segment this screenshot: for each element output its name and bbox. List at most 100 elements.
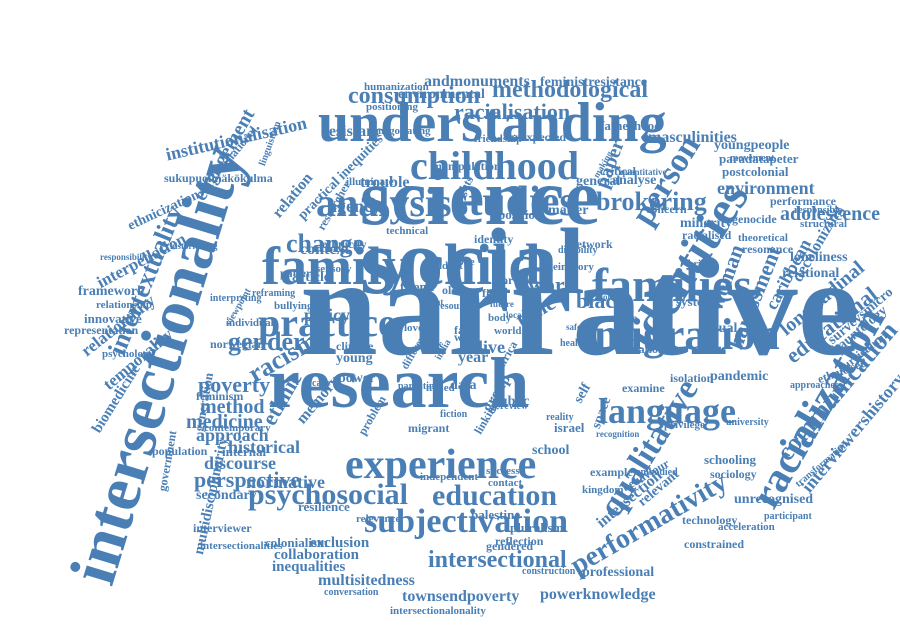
word-approach: approach	[196, 424, 269, 445]
word-professional: professional	[582, 564, 655, 580]
word-responsible: responsible	[794, 205, 843, 216]
word-family: family	[262, 235, 409, 296]
word-change: change	[286, 229, 364, 259]
word-work: work	[528, 272, 577, 298]
word-understanding: understanding	[318, 92, 667, 155]
word-brokering: brokering	[596, 187, 707, 217]
word-network: network	[570, 237, 613, 252]
word-intersectional: intersectional	[428, 546, 567, 573]
word-story: story	[570, 261, 594, 274]
word-bullying: bullying	[274, 300, 313, 313]
word-data: data	[450, 377, 477, 393]
word-feminism: feminism	[196, 389, 244, 404]
word-townsendpoverty: townsendpoverty	[402, 588, 520, 606]
word-field: field	[482, 286, 505, 301]
word-intersectionalonality: intersectionalonality	[390, 605, 486, 618]
word-pluralism: pluralism	[510, 519, 564, 535]
word-intersectionalities: intersectionalities	[200, 540, 283, 553]
word-student: student	[428, 260, 463, 273]
word-genocide: genocide	[732, 212, 777, 227]
word-innovative: innovative	[84, 310, 142, 326]
word-safety: safety	[566, 321, 589, 332]
word-acceleration: acceleration	[718, 521, 775, 534]
word-location: location	[506, 309, 537, 320]
word-science: science	[360, 154, 600, 242]
word-postcolonial: postcolonial	[722, 163, 789, 179]
word-interviewer: interviewer	[193, 521, 252, 536]
word-general: general	[576, 173, 621, 189]
word-disability: disability	[558, 245, 598, 256]
word-recognition: recognition	[596, 428, 640, 439]
word-collaboration: collaboration	[274, 547, 359, 563]
word-reality: reality	[546, 412, 574, 423]
word-body: body	[488, 312, 512, 325]
word-representation: representation	[64, 323, 139, 338]
word-families: families	[592, 258, 752, 312]
word-reframing: reframing	[252, 288, 296, 299]
word-racialisation: racialisation	[454, 99, 571, 125]
word-schooling: schooling	[704, 451, 757, 467]
word-friend: friend	[400, 278, 434, 294]
word-gender: gender	[228, 327, 305, 357]
word-positioning: positioning	[366, 101, 418, 114]
word-constrained: constrained	[684, 537, 744, 552]
word-example: example	[590, 465, 633, 480]
word-service: service	[602, 311, 638, 326]
word-matter: matter	[548, 202, 589, 218]
word-power: power	[338, 370, 376, 386]
word-secondary: secondary	[196, 487, 257, 503]
word-independent: independent	[420, 471, 479, 484]
word-theoretical: theoretical	[738, 232, 788, 245]
word-year: year	[458, 349, 489, 367]
word-risk: risk	[424, 338, 443, 351]
word-illuminate: illuminate	[346, 176, 394, 189]
word-poverty: poverty	[198, 372, 271, 398]
word-threat: threat	[420, 296, 444, 307]
word-child: child	[418, 231, 541, 297]
word-environmental: environmental	[398, 86, 485, 102]
word-inequalities: inequalities	[272, 559, 346, 575]
word-approaches: approaches	[790, 380, 839, 391]
word-mixed: mixed	[426, 382, 455, 395]
word-relevance: relevance	[356, 513, 401, 526]
word-way: way	[454, 330, 475, 345]
word-masculinities: masculinities	[648, 129, 737, 147]
word-israel: israel	[554, 419, 585, 435]
word-contemporary: contemporary	[204, 422, 271, 435]
word-parenting: parenting	[398, 381, 440, 392]
word-black: black	[576, 288, 628, 314]
word-sexual: sexual	[700, 320, 738, 336]
word-trouble: trouble	[360, 174, 410, 192]
word-multisitedness: multisitedness	[318, 572, 415, 590]
word-norwegian: norwegian	[210, 337, 264, 352]
word-paradatapeter: paradatapeter	[719, 150, 799, 166]
word-perspective: perspective	[194, 467, 301, 493]
word-education: education	[432, 479, 558, 512]
word-colonialism: colonialism	[265, 534, 328, 550]
word-britain: britain	[688, 259, 718, 270]
word-privilege: privilege	[664, 419, 705, 432]
word-exclusion: exclusion	[310, 535, 370, 551]
word-quantitative: quantitative	[620, 166, 667, 177]
word-isolation: isolation	[670, 371, 714, 386]
word-kingdom: kingdom	[582, 484, 624, 497]
word-reflection: reflection	[495, 534, 544, 549]
word-care: care	[312, 378, 331, 389]
word-position: position	[498, 206, 543, 222]
word-psychosocial: psychosocial	[248, 478, 409, 511]
word-migrant: migrant	[408, 421, 450, 436]
word-studies: studies	[452, 179, 576, 226]
word-public: public	[492, 393, 530, 409]
word-review: review	[500, 401, 529, 412]
word-contact: contact	[488, 477, 523, 490]
word-relationship: relationship	[96, 299, 153, 312]
word-movement: movement	[730, 153, 775, 164]
word-historicizing: historicizing	[170, 240, 218, 251]
word-resistance: resistance	[322, 123, 390, 141]
word-live: live	[478, 336, 505, 357]
word-psychology: psychology	[102, 348, 154, 361]
word-participant: participant	[764, 511, 812, 522]
word-policy: policy	[304, 304, 351, 325]
word-racialised: racialised	[682, 228, 732, 243]
